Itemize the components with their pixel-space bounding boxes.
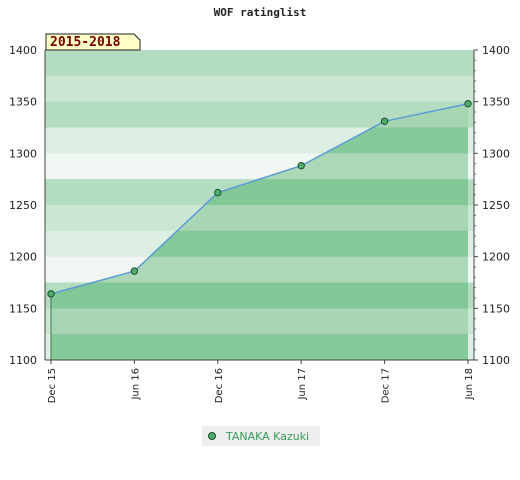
data-point bbox=[130, 267, 139, 275]
x-tick-label: Dec 17 bbox=[381, 368, 392, 403]
data-point bbox=[297, 162, 305, 170]
period-badge-shape bbox=[45, 33, 141, 51]
y-tick-label-left: 1200 bbox=[9, 251, 37, 264]
y-tick-label-right: 1100 bbox=[482, 354, 510, 367]
data-points bbox=[47, 100, 472, 298]
y-tick-label-right: 1300 bbox=[482, 147, 510, 160]
data-point bbox=[464, 100, 472, 108]
x-tick-label: Jun 17 bbox=[297, 368, 308, 401]
data-point bbox=[47, 290, 55, 298]
area-stripe bbox=[51, 282, 468, 309]
data-point bbox=[214, 188, 222, 197]
chart-title: WOF ratinglist bbox=[214, 6, 307, 19]
y-tick-label-right: 1400 bbox=[482, 44, 510, 57]
period-label: 2015-2018 bbox=[50, 35, 121, 50]
y-tick-label-left: 1300 bbox=[9, 147, 37, 160]
period-badge: 2015-2018 bbox=[45, 33, 141, 51]
axes: 1100 1100 1150 1150 1200 1200 1250 1250 1300 1300… bbox=[9, 44, 510, 403]
x-tick-label: Dec 16 bbox=[214, 368, 225, 403]
x-tick-label: Jun 18 bbox=[464, 368, 475, 401]
area-stripe bbox=[51, 308, 468, 335]
area-stripe bbox=[51, 334, 468, 360]
y-tick-label-left: 1250 bbox=[9, 199, 37, 212]
y-tick-label-right: 1200 bbox=[482, 251, 510, 264]
y-tick-label-left: 1400 bbox=[9, 44, 37, 57]
legend-marker bbox=[208, 432, 216, 440]
y-tick-label-left: 1350 bbox=[9, 96, 37, 109]
background-band bbox=[45, 50, 474, 77]
y-tick-label-right: 1150 bbox=[482, 302, 510, 315]
data-point bbox=[380, 117, 389, 126]
y-tick-label-left: 1100 bbox=[9, 354, 37, 367]
y-tick-label-right: 1350 bbox=[482, 96, 510, 109]
series-line bbox=[50, 102, 469, 295]
background-band bbox=[45, 75, 474, 103]
legend-box bbox=[202, 426, 320, 446]
x-tick-label: Jun 16 bbox=[130, 368, 141, 401]
y-tick-label-right: 1250 bbox=[482, 199, 510, 212]
x-tick-label: Dec 15 bbox=[47, 368, 58, 403]
legend-label: TANAKA Kazuki bbox=[225, 430, 309, 443]
y-tick-label-left: 1150 bbox=[9, 302, 37, 315]
series-line-path bbox=[50, 102, 469, 295]
legend: TANAKA Kazuki bbox=[202, 426, 320, 446]
